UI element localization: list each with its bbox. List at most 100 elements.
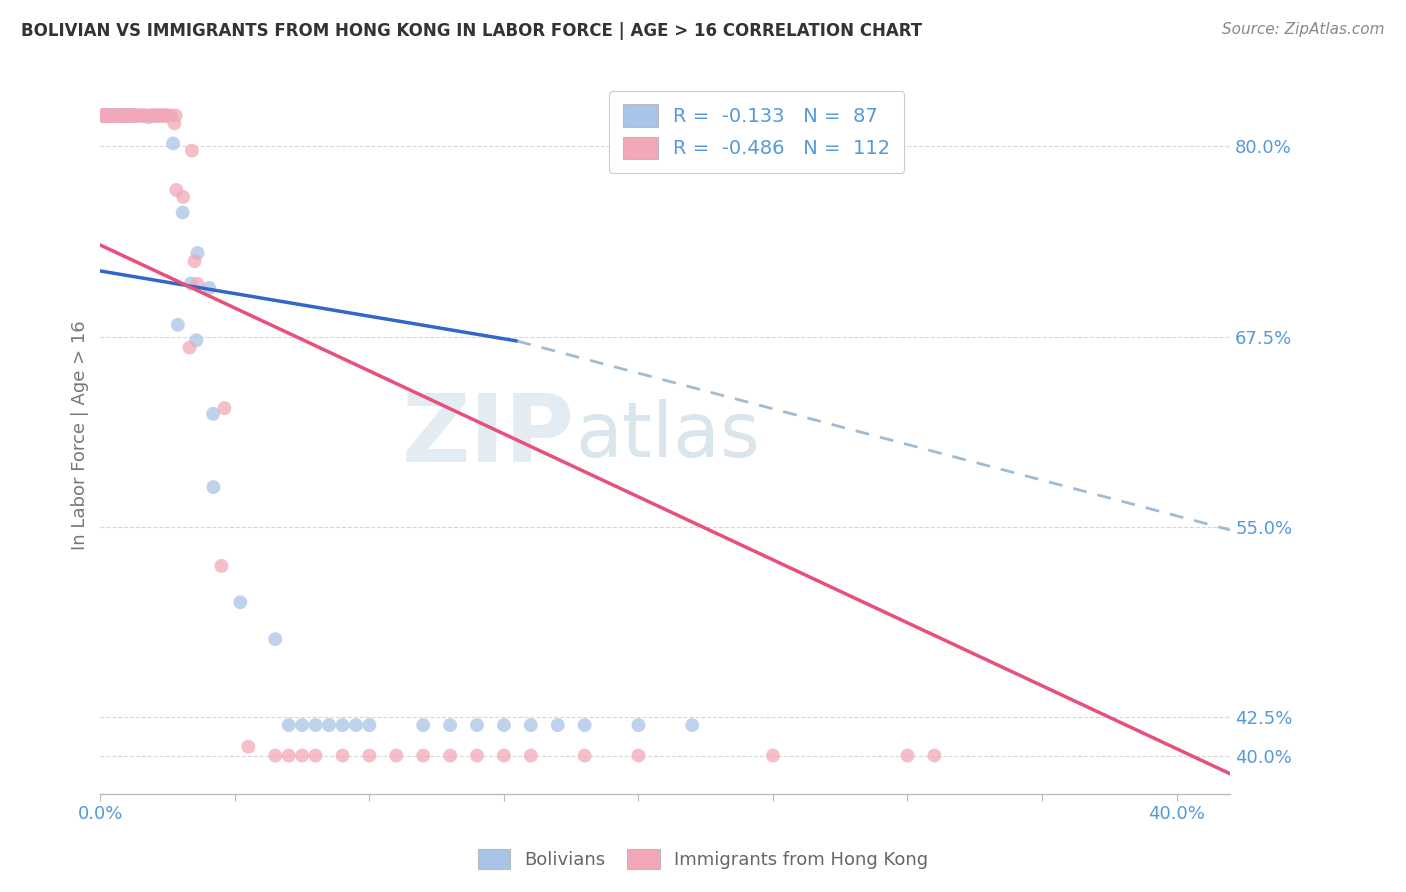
Point	[359, 748, 381, 763]
Point	[166, 318, 188, 332]
Point	[465, 748, 488, 763]
Point	[91, 109, 114, 123]
Point	[97, 109, 120, 123]
Point	[127, 109, 149, 123]
Point	[91, 109, 114, 123]
Point	[162, 136, 184, 151]
Point	[132, 109, 155, 123]
Point	[627, 718, 650, 732]
Point	[120, 109, 142, 123]
Point	[412, 748, 434, 763]
Point	[141, 109, 163, 123]
Point	[385, 748, 408, 763]
Point	[264, 632, 287, 647]
Point	[118, 109, 141, 123]
Y-axis label: In Labor Force | Age > 16: In Labor Force | Age > 16	[72, 321, 89, 550]
Point	[135, 109, 157, 123]
Point	[96, 109, 118, 123]
Point	[492, 718, 515, 732]
Point	[91, 109, 114, 123]
Point	[214, 401, 236, 415]
Point	[111, 109, 134, 123]
Point	[94, 109, 117, 123]
Point	[146, 109, 169, 123]
Text: BOLIVIAN VS IMMIGRANTS FROM HONG KONG IN LABOR FORCE | AGE > 16 CORRELATION CHAR: BOLIVIAN VS IMMIGRANTS FROM HONG KONG IN…	[21, 22, 922, 40]
Point	[96, 109, 118, 123]
Point	[165, 183, 187, 197]
Point	[118, 109, 141, 123]
Point	[520, 718, 543, 732]
Point	[98, 109, 121, 123]
Point	[104, 109, 127, 123]
Point	[94, 109, 117, 123]
Point	[202, 407, 225, 421]
Point	[108, 109, 131, 123]
Text: ZIP: ZIP	[402, 390, 575, 482]
Point	[108, 109, 131, 123]
Point	[129, 109, 152, 123]
Point	[103, 109, 125, 123]
Point	[291, 718, 314, 732]
Point	[91, 109, 114, 123]
Point	[100, 109, 122, 123]
Point	[115, 109, 138, 123]
Point	[91, 109, 114, 123]
Point	[277, 718, 299, 732]
Point	[134, 109, 156, 123]
Point	[91, 109, 114, 123]
Point	[149, 109, 172, 123]
Point	[762, 748, 785, 763]
Point	[93, 109, 115, 123]
Point	[150, 109, 173, 123]
Point	[117, 109, 139, 123]
Point	[114, 109, 136, 123]
Point	[155, 109, 177, 123]
Point	[163, 116, 186, 130]
Point	[125, 109, 148, 123]
Point	[198, 281, 221, 295]
Point	[111, 109, 134, 123]
Point	[112, 109, 135, 123]
Point	[155, 109, 177, 123]
Point	[186, 277, 208, 291]
Point	[332, 718, 354, 732]
Point	[146, 109, 169, 123]
Point	[202, 480, 225, 494]
Point	[139, 109, 162, 123]
Point	[91, 109, 114, 123]
Point	[100, 109, 122, 123]
Point	[111, 109, 134, 123]
Point	[117, 109, 139, 123]
Point	[344, 718, 367, 732]
Point	[101, 109, 124, 123]
Point	[96, 109, 118, 123]
Point	[101, 109, 124, 123]
Point	[98, 109, 121, 123]
Point	[465, 718, 488, 732]
Point	[112, 109, 135, 123]
Point	[101, 109, 124, 123]
Point	[108, 109, 131, 123]
Point	[111, 109, 134, 123]
Point	[94, 109, 117, 123]
Point	[115, 109, 138, 123]
Point	[439, 748, 461, 763]
Point	[100, 109, 122, 123]
Point	[118, 109, 141, 123]
Point	[156, 109, 179, 123]
Point	[143, 109, 166, 123]
Point	[291, 748, 314, 763]
Point	[183, 254, 205, 268]
Text: atlas: atlas	[575, 399, 759, 473]
Point	[107, 109, 129, 123]
Point	[439, 718, 461, 732]
Point	[318, 718, 340, 732]
Legend: Bolivians, Immigrants from Hong Kong: Bolivians, Immigrants from Hong Kong	[468, 839, 938, 879]
Point	[93, 109, 115, 123]
Point	[121, 109, 143, 123]
Point	[492, 748, 515, 763]
Point	[94, 109, 117, 123]
Point	[91, 109, 114, 123]
Point	[156, 109, 179, 123]
Point	[118, 109, 141, 123]
